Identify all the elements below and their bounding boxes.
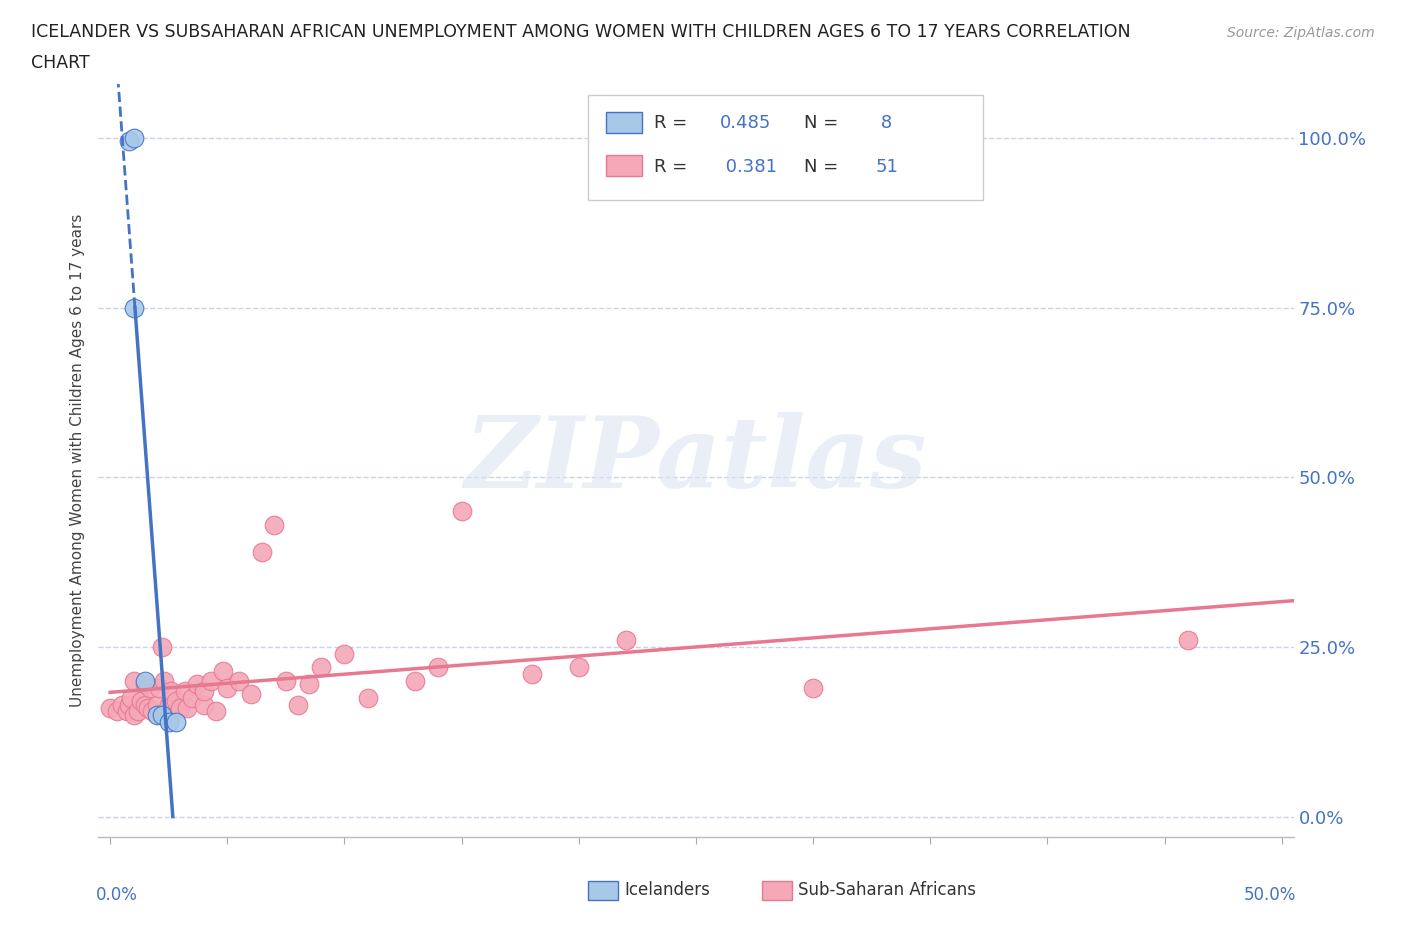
FancyBboxPatch shape [762, 881, 792, 899]
Point [181, 690, 204, 705]
Point [148, 680, 170, 695]
Point [146, 698, 169, 712]
Point [239, 687, 262, 702]
Text: CHART: CHART [31, 54, 90, 72]
Point [614, 632, 637, 647]
Point [165, 694, 187, 709]
Point [157, 698, 180, 712]
Point [404, 673, 426, 688]
Point [134, 698, 156, 712]
Point [801, 680, 824, 695]
FancyBboxPatch shape [606, 155, 643, 177]
Text: ICELANDER VS SUBSAHARAN AFRICAN UNEMPLOYMENT AMONG WOMEN WITH CHILDREN AGES 6 TO: ICELANDER VS SUBSAHARAN AFRICAN UNEMPLOY… [31, 23, 1130, 41]
Text: 8: 8 [875, 113, 893, 132]
Point [160, 684, 183, 698]
Text: Sub-Saharan Africans: Sub-Saharan Africans [797, 881, 976, 898]
Point [228, 673, 250, 688]
Point [333, 646, 356, 661]
Point [174, 684, 197, 698]
Point [122, 130, 145, 145]
Point [122, 300, 145, 315]
Text: 50.0%: 50.0% [1243, 886, 1296, 904]
Point [141, 704, 163, 719]
Text: R =: R = [654, 113, 693, 132]
Text: 51: 51 [875, 157, 898, 176]
Point [287, 698, 309, 712]
Point [193, 698, 215, 712]
Point [127, 704, 149, 719]
Point [1177, 632, 1199, 647]
Point [427, 660, 450, 675]
Point [134, 677, 156, 692]
Point [263, 517, 285, 532]
Point [298, 677, 321, 692]
Point [118, 134, 141, 149]
Point [120, 690, 142, 705]
Point [157, 714, 180, 729]
Text: 0.381: 0.381 [720, 157, 778, 176]
FancyBboxPatch shape [589, 881, 619, 899]
Point [139, 680, 162, 695]
Point [309, 660, 332, 675]
Point [186, 677, 208, 692]
Point [146, 708, 169, 723]
Point [134, 673, 156, 688]
Y-axis label: Unemployment Among Women with Children Ages 6 to 17 years: Unemployment Among Women with Children A… [69, 214, 84, 707]
Text: N =: N = [804, 113, 844, 132]
Point [204, 704, 226, 719]
Point [520, 667, 543, 682]
Point [450, 504, 472, 519]
Point [105, 704, 128, 719]
Point [115, 704, 138, 719]
Point [122, 708, 145, 723]
Point [200, 673, 222, 688]
Point [129, 694, 152, 709]
Point [568, 660, 591, 675]
Point [118, 698, 141, 712]
Point [169, 700, 191, 715]
Point [150, 640, 173, 655]
Point [98, 700, 121, 715]
Point [150, 708, 173, 723]
Point [111, 698, 134, 712]
Text: ZIPatlas: ZIPatlas [465, 412, 927, 509]
Text: 0.0%: 0.0% [96, 886, 138, 904]
Point [217, 680, 239, 695]
Text: N =: N = [804, 157, 844, 176]
Point [211, 663, 233, 678]
Point [136, 700, 159, 715]
Text: Source: ZipAtlas.com: Source: ZipAtlas.com [1227, 26, 1375, 40]
Text: Icelanders: Icelanders [624, 881, 710, 898]
FancyBboxPatch shape [606, 112, 643, 133]
Point [176, 700, 198, 715]
FancyBboxPatch shape [589, 95, 983, 201]
Point [252, 545, 274, 560]
Text: R =: R = [654, 157, 693, 176]
Text: 0.485: 0.485 [720, 113, 772, 132]
Point [165, 714, 187, 729]
Point [274, 673, 297, 688]
Point [193, 684, 215, 698]
Point [357, 690, 380, 705]
Point [122, 673, 145, 688]
Point [153, 673, 176, 688]
